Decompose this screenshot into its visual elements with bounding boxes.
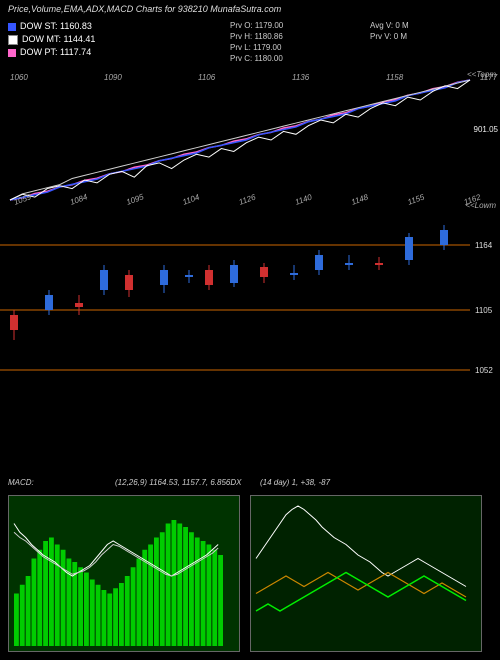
- svg-text:1060: 1060: [10, 73, 28, 82]
- macd-label: MACD:: [8, 478, 34, 487]
- prv-l: Prv L: 1179.00: [230, 42, 283, 53]
- adx-label: (14 day) 1, +38, -87: [260, 478, 330, 487]
- prv-o: Prv O: 1179.00: [230, 20, 283, 31]
- macd-vals: (12,26,9) 1164.53, 1157.7, 6.856DX: [115, 478, 241, 487]
- macd-chart: [9, 496, 239, 651]
- prv-h: Prv H: 1180.86: [230, 31, 283, 42]
- svg-text:1105: 1105: [475, 306, 493, 315]
- svg-text:1059: 1059: [13, 192, 33, 207]
- candle-panel: 1164 1105 1052: [0, 215, 500, 390]
- chart-title: Price,Volume,EMA,ADX,MACD Charts for 938…: [8, 4, 281, 14]
- adx-chart: [251, 496, 481, 651]
- svg-text:1155: 1155: [406, 192, 426, 207]
- lowm-label: <<Lowm: [465, 201, 496, 210]
- line-panel: 1060109011061136115811771059108410951104…: [0, 70, 500, 210]
- svg-text:1140: 1140: [294, 192, 314, 207]
- legend-pt: DOW PT: 1117.74: [8, 46, 95, 59]
- svg-text:1052: 1052: [475, 366, 493, 375]
- svg-text:1095: 1095: [125, 192, 145, 207]
- svg-text:1158: 1158: [386, 73, 404, 82]
- svg-text:1164: 1164: [475, 241, 493, 250]
- legend-mt-label: DOW MT: 1144.41: [22, 33, 95, 46]
- legend-st: DOW ST: 1160.83: [8, 20, 95, 33]
- candle-chart: 1164 1105 1052: [0, 215, 500, 390]
- svg-text:1084: 1084: [69, 192, 89, 207]
- macd-panel: [8, 495, 240, 652]
- svg-text:1136: 1136: [292, 73, 310, 82]
- prv-v: Prv V: 0 M: [370, 31, 409, 42]
- legend-pt-label: DOW PT: 1117.74: [20, 46, 91, 59]
- svg-text:1148: 1148: [350, 192, 370, 207]
- swatch-st: [8, 23, 16, 31]
- legend: DOW ST: 1160.83 DOW MT: 1144.41 DOW PT: …: [8, 20, 95, 59]
- svg-text:1104: 1104: [181, 192, 201, 207]
- svg-text:1126: 1126: [238, 192, 258, 207]
- prv-c: Prv C: 1180.00: [230, 53, 283, 64]
- legend-mt: DOW MT: 1144.41: [8, 33, 95, 46]
- line-chart: 1060109011061136115811771059108410951104…: [0, 70, 500, 210]
- info-middle: Prv O: 1179.00 Prv H: 1180.86 Prv L: 117…: [230, 20, 283, 64]
- price-tag: 901.05: [474, 125, 498, 134]
- legend-st-label: DOW ST: 1160.83: [20, 20, 92, 33]
- svg-text:1106: 1106: [198, 73, 216, 82]
- adx-panel: [250, 495, 482, 652]
- avg-v: Avg V: 0 M: [370, 20, 409, 31]
- swatch-pt: [8, 49, 16, 57]
- svg-text:1090: 1090: [104, 73, 122, 82]
- topm-label: <<Topm: [467, 70, 496, 79]
- swatch-mt: [8, 35, 18, 45]
- info-right: Avg V: 0 M Prv V: 0 M: [370, 20, 409, 42]
